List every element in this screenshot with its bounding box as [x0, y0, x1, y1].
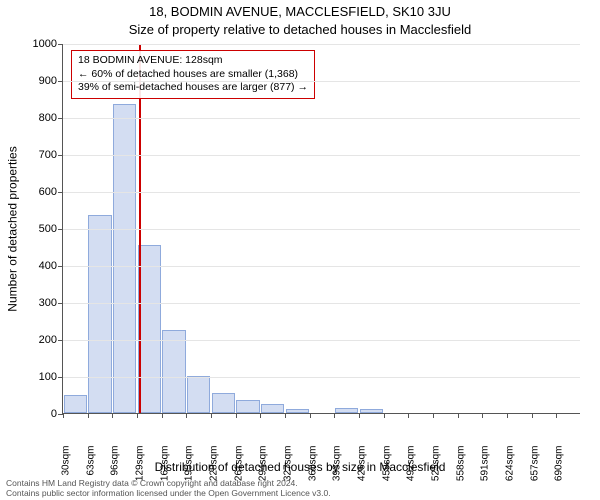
gridline-h	[63, 44, 580, 45]
y-tick-label: 700	[39, 149, 57, 161]
y-tick	[58, 303, 63, 304]
histogram-bar	[162, 330, 185, 413]
gridline-h	[63, 340, 580, 341]
histogram-bar	[261, 404, 284, 413]
y-tick-label: 500	[39, 223, 57, 235]
y-tick-label: 1000	[33, 38, 57, 50]
annotation-box: 18 BODMIN AVENUE: 128sqm ← 60% of detach…	[71, 50, 315, 99]
plot-area: 18 BODMIN AVENUE: 128sqm ← 60% of detach…	[62, 44, 580, 414]
y-tick-label: 200	[39, 334, 57, 346]
y-tick-label: 400	[39, 260, 57, 272]
chart-title-line2: Size of property relative to detached ho…	[0, 22, 600, 37]
gridline-h	[63, 266, 580, 267]
y-tick-label: 900	[39, 75, 57, 87]
annotation-line1: 18 BODMIN AVENUE: 128sqm	[78, 54, 308, 68]
gridline-h	[63, 377, 580, 378]
annotation-line2: ← 60% of detached houses are smaller (1,…	[78, 68, 308, 82]
y-axis-title: Number of detached properties	[4, 44, 22, 414]
y-tick	[58, 377, 63, 378]
histogram-bar	[236, 400, 259, 413]
histogram-bar	[113, 104, 136, 413]
chart-container: 18, BODMIN AVENUE, MACCLESFIELD, SK10 3J…	[0, 0, 600, 500]
gridline-h	[63, 118, 580, 119]
footer-line2: Contains public sector information licen…	[6, 488, 331, 498]
y-tick	[58, 118, 63, 119]
y-tick	[58, 155, 63, 156]
y-tick-label: 100	[39, 371, 57, 383]
y-tick-label: 300	[39, 297, 57, 309]
footer-attribution: Contains HM Land Registry data © Crown c…	[6, 478, 331, 498]
chart-title-line1: 18, BODMIN AVENUE, MACCLESFIELD, SK10 3J…	[0, 4, 600, 19]
histogram-bar	[212, 393, 235, 413]
x-axis-title: Distribution of detached houses by size …	[0, 460, 600, 474]
y-tick-label: 800	[39, 112, 57, 124]
histogram-bar	[360, 409, 383, 413]
y-tick-label: 600	[39, 186, 57, 198]
y-tick	[58, 229, 63, 230]
gridline-h	[63, 303, 580, 304]
y-tick	[58, 266, 63, 267]
histogram-bar	[88, 215, 111, 413]
annotation-line3: 39% of semi-detached houses are larger (…	[78, 81, 308, 95]
histogram-bar	[335, 408, 358, 413]
y-tick	[58, 192, 63, 193]
y-tick	[58, 81, 63, 82]
gridline-h	[63, 192, 580, 193]
gridline-h	[63, 155, 580, 156]
histogram-bar	[187, 376, 210, 413]
histogram-bar	[138, 245, 161, 413]
y-tick	[58, 44, 63, 45]
gridline-h	[63, 81, 580, 82]
y-tick	[58, 340, 63, 341]
histogram-bar	[64, 395, 87, 414]
footer-line1: Contains HM Land Registry data © Crown c…	[6, 478, 331, 488]
gridline-h	[63, 229, 580, 230]
histogram-bar	[286, 409, 309, 413]
y-tick-label: 0	[51, 408, 57, 420]
